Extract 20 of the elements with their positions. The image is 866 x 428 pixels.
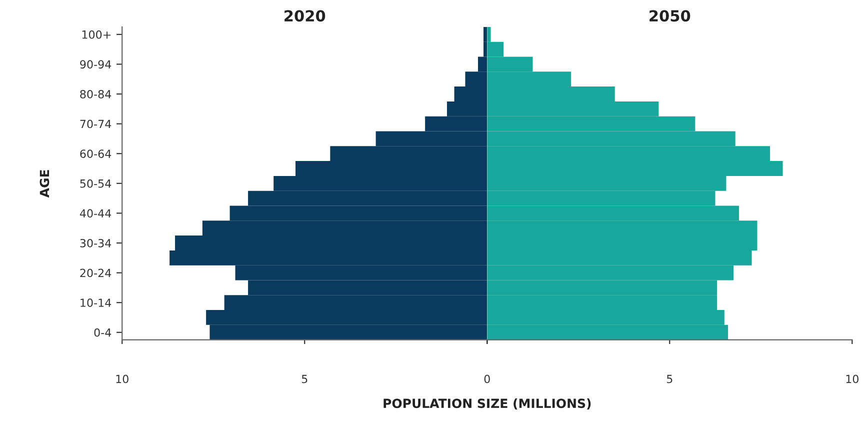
chart-title: 2050	[650, 10, 690, 22]
x-tick-label: 0	[484, 374, 490, 384]
chart-title: 2020	[284, 10, 326, 22]
y-tick-label: 80-84	[80, 90, 112, 98]
y-tick-label: 30-34	[80, 238, 112, 248]
x-tick-label: 10	[116, 374, 128, 384]
y-tick-label: 100+	[82, 30, 111, 39]
y-tick-label: 70-74	[80, 120, 112, 128]
x-axis-title: POPULATION SIZE (MILLIONS)	[384, 398, 591, 410]
y-tick-label: 60-64	[80, 150, 112, 158]
y-tick-label: 10-14	[80, 298, 112, 307]
y-tick-label: 0-4	[94, 328, 112, 337]
y-tick-label: 20-24	[80, 268, 112, 278]
x-tick-label: 10	[846, 374, 858, 384]
x-tick-label: 5	[666, 374, 672, 384]
y-axis-title: AGE	[40, 170, 50, 198]
y-tick-label: 50-54	[80, 179, 112, 188]
y-tick-label: 40-44	[80, 209, 112, 218]
y-tick-label: 90-94	[80, 60, 112, 69]
x-tick-label: 5	[302, 374, 308, 384]
